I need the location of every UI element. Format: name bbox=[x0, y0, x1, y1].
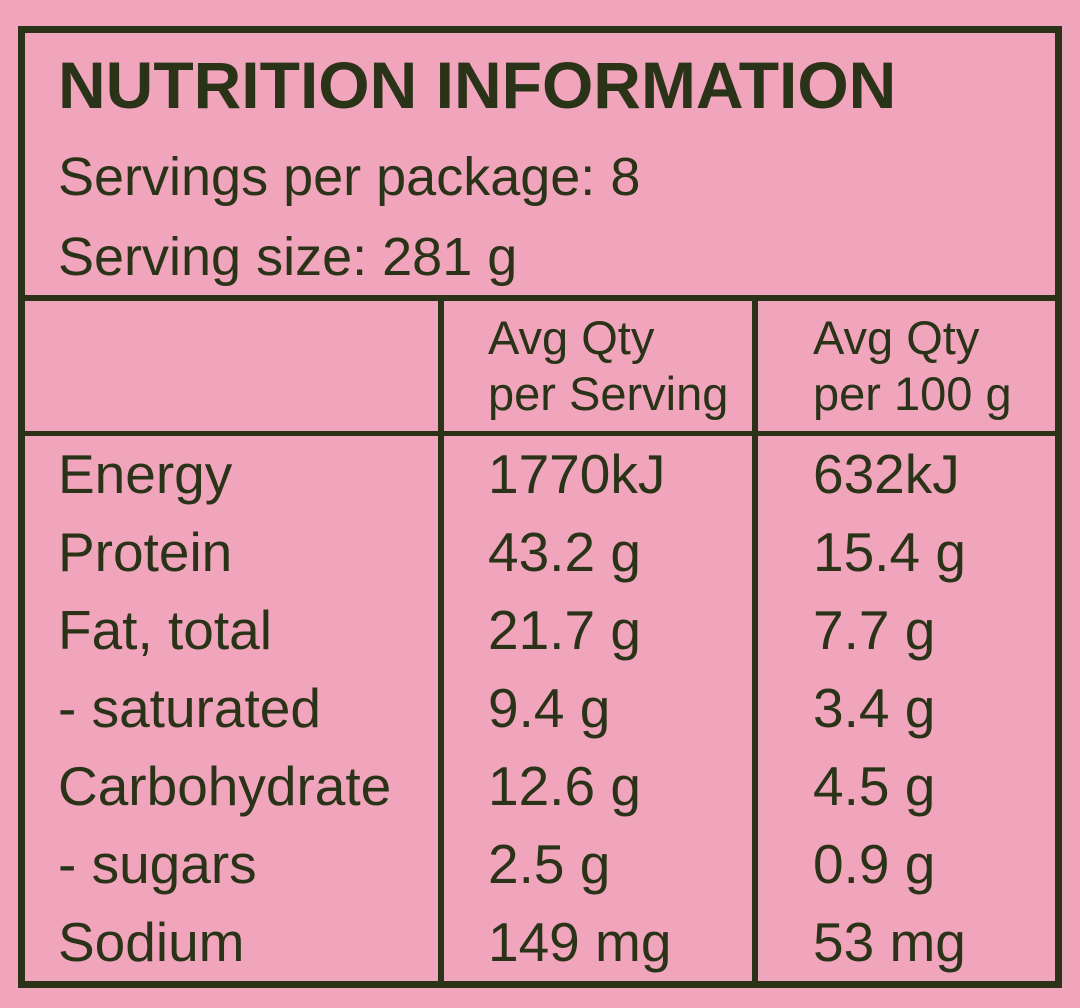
row-sugars-label: - sugars bbox=[58, 832, 257, 895]
row-protein-per-100g: 15.4 g bbox=[752, 513, 1055, 592]
row-fat-total-per-serving: 21.7 g bbox=[438, 591, 752, 670]
row-saturated-per-100g: 3.4 g bbox=[752, 669, 1055, 748]
row-saturated-label: - saturated bbox=[58, 676, 321, 739]
header-per-serving-line2: per Serving bbox=[488, 367, 729, 420]
panel-title: NUTRITION INFORMATION bbox=[58, 48, 897, 122]
header-per-serving: Avg Qty per Serving bbox=[438, 301, 752, 436]
row-sodium-per-serving: 149 mg bbox=[438, 903, 752, 981]
header-per-100g: Avg Qty per 100 g bbox=[752, 301, 1055, 436]
serving-size-line: Serving size: 281 g bbox=[58, 227, 518, 288]
row-sodium-label: Sodium bbox=[58, 910, 245, 973]
nutrition-table: Avg Qty per Serving Avg Qty per 100 g En… bbox=[25, 295, 1055, 981]
row-energy-per-100g: 632kJ bbox=[752, 436, 1055, 514]
row-carbohydrate-per-serving: 12.6 g bbox=[438, 747, 752, 826]
row-protein-label: Protein bbox=[58, 521, 233, 584]
header-nutrient-spacer bbox=[25, 301, 438, 436]
header-per-100g-line2: per 100 g bbox=[813, 367, 1012, 420]
row-fat-total-label: Fat, total bbox=[58, 599, 272, 662]
row-sodium-per-100g: 53 mg bbox=[752, 903, 1055, 981]
row-energy-per-serving: 1770kJ bbox=[438, 436, 752, 514]
header-per-serving-line1: Avg Qty bbox=[488, 311, 655, 364]
row-fat-total-per-100g: 7.7 g bbox=[752, 591, 1055, 670]
row-carbohydrate-per-100g: 4.5 g bbox=[752, 747, 1055, 826]
row-energy-label: Energy bbox=[58, 443, 233, 506]
nutrition-panel: NUTRITION INFORMATION Servings per packa… bbox=[18, 26, 1062, 988]
row-sugars-per-100g: 0.9 g bbox=[752, 825, 1055, 904]
row-protein-per-serving: 43.2 g bbox=[438, 513, 752, 592]
row-carbohydrate-label: Carbohydrate bbox=[58, 754, 392, 817]
header-per-100g-line1: Avg Qty bbox=[813, 311, 980, 364]
panel-header: NUTRITION INFORMATION Servings per packa… bbox=[25, 33, 1055, 295]
row-saturated-per-serving: 9.4 g bbox=[438, 669, 752, 748]
row-sugars-per-serving: 2.5 g bbox=[438, 825, 752, 904]
servings-per-package-line: Servings per package: 8 bbox=[58, 147, 641, 208]
